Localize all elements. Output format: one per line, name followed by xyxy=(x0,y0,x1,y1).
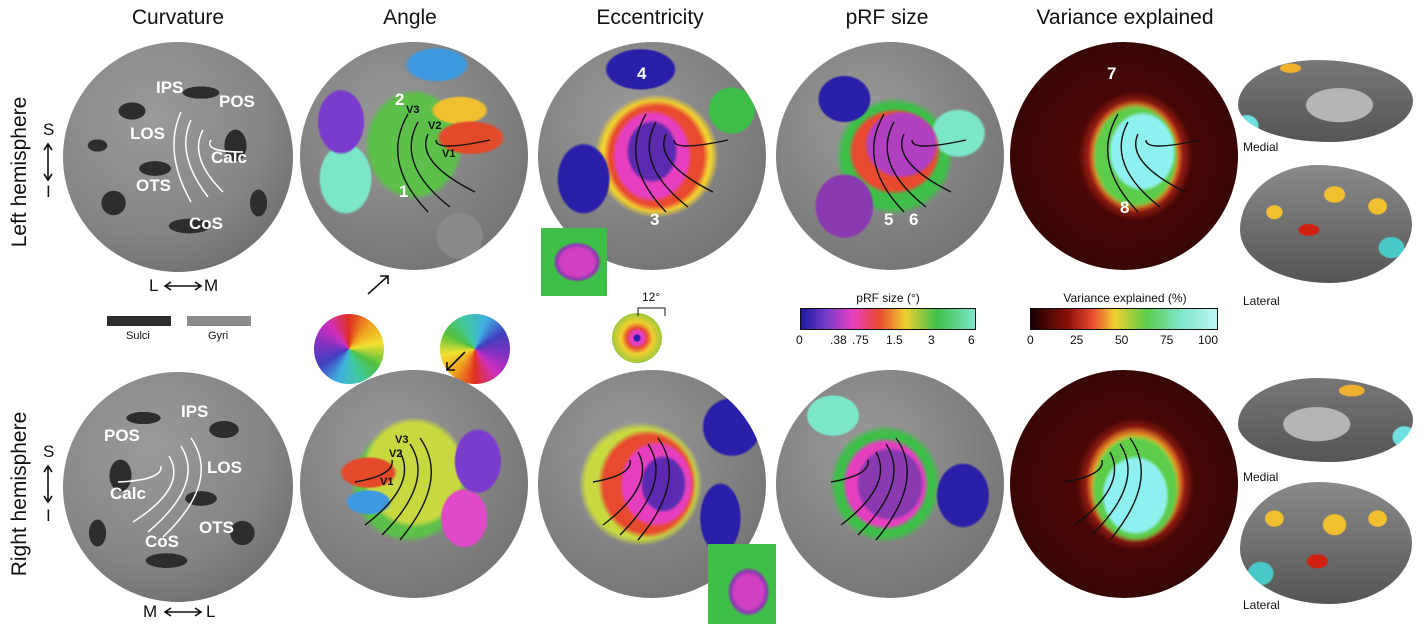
region-pos-right: POS xyxy=(104,426,140,445)
variance-sphere-right xyxy=(1010,370,1238,598)
label-medial-right: Medial xyxy=(1243,470,1279,484)
dir-s-right: S xyxy=(43,442,55,461)
number-4: 4 xyxy=(637,64,647,83)
row-label-left: Left hemisphere xyxy=(8,96,31,248)
prf-sphere-left: 5 6 xyxy=(776,42,1004,270)
ecc-legend-disc xyxy=(612,313,662,363)
ml-arrow-right-icon xyxy=(163,607,203,617)
ecc-inset-left xyxy=(541,228,607,296)
si-arrow-right-icon xyxy=(43,464,53,504)
prf-tick-4: 3 xyxy=(928,333,935,347)
label-medial-left: Medial xyxy=(1243,140,1279,154)
label-v2-left: V2 xyxy=(428,120,442,132)
var-tick-4: 100 xyxy=(1198,333,1219,347)
number-8: 8 xyxy=(1120,198,1130,217)
region-los: LOS xyxy=(130,124,165,143)
curvature-lines-left xyxy=(173,111,244,203)
label-v1-left: V1 xyxy=(442,148,456,160)
region-ots-right: OTS xyxy=(199,518,234,537)
region-cos-right: CoS xyxy=(145,532,179,551)
ecc-boundaries-left xyxy=(634,113,729,213)
variance-colorbar xyxy=(1030,308,1218,330)
curvature-lines-right xyxy=(117,437,202,538)
label-v3-right: V3 xyxy=(395,434,409,446)
arrow-to-angle-left-icon xyxy=(367,275,389,295)
title-eccentricity: Eccentricity xyxy=(596,6,704,29)
var-tick-3: 75 xyxy=(1160,333,1174,347)
legend-sulci-swatch xyxy=(107,316,171,326)
label-v1-right: V1 xyxy=(380,476,394,488)
curvature-sphere-left: IPS POS LOS Calc OTS CoS xyxy=(63,42,293,272)
prf-boundaries-right xyxy=(830,437,908,541)
ecc-boundaries-right xyxy=(592,437,670,541)
prf-tick-5: 6 xyxy=(968,333,975,347)
number-5: 5 xyxy=(884,210,894,229)
dir-i-left: I xyxy=(46,182,51,201)
arrow-to-angle-right-icon xyxy=(446,351,466,371)
region-ots: OTS xyxy=(136,176,171,195)
lm-arrow-left-icon xyxy=(163,281,203,291)
var-cbar-title: Variance explained (%) xyxy=(1063,291,1187,305)
label-lateral-right: Lateral xyxy=(1243,598,1280,612)
label-v3-left: V3 xyxy=(406,104,420,116)
prf-colorbar xyxy=(800,308,976,330)
title-curvature: Curvature xyxy=(131,6,225,29)
brain-lateral-left xyxy=(1240,165,1412,283)
ecc-legend-bracket xyxy=(637,307,666,316)
prf-sphere-right xyxy=(776,370,1004,598)
angle-boundaries-left xyxy=(396,113,491,213)
angle-colorwheel-right xyxy=(440,314,510,384)
title-prf-size: pRF size xyxy=(845,6,929,29)
dir-l-left: L xyxy=(149,276,159,295)
curvature-sphere-right: IPS POS LOS Calc CoS OTS xyxy=(63,372,293,602)
prf-tick-1: .38 xyxy=(830,333,847,347)
ecc-inset-right xyxy=(708,544,776,624)
angle-sphere-right: V3 V2 V1 xyxy=(300,370,528,598)
region-pos: POS xyxy=(219,92,255,111)
angle-sphere-left: V3 V2 V1 2 1 xyxy=(300,42,528,270)
legend-gyri-label: Gyri xyxy=(208,330,229,342)
variance-boundaries-right xyxy=(1064,437,1142,541)
region-ips: IPS xyxy=(156,78,184,97)
legend-gyri-swatch xyxy=(187,316,251,326)
variance-sphere-left: 7 8 xyxy=(1010,42,1238,270)
region-calc-right: Calc xyxy=(110,484,146,503)
var-tick-0: 0 xyxy=(1027,333,1034,347)
angle-colorwheel-left xyxy=(314,314,384,384)
prf-tick-3: 1.5 xyxy=(886,333,903,347)
dir-m-right: M xyxy=(143,602,158,621)
dir-l-right: L xyxy=(206,602,216,621)
title-angle: Angle xyxy=(383,6,437,29)
brain-medial-left xyxy=(1238,60,1413,142)
number-7: 7 xyxy=(1107,64,1117,83)
si-arrow-left-icon xyxy=(43,142,53,182)
prf-tick-0: 0 xyxy=(796,333,803,347)
dir-m-left: M xyxy=(204,276,219,295)
region-calc: Calc xyxy=(211,148,247,167)
number-1: 1 xyxy=(399,182,409,201)
dir-i-right: I xyxy=(46,506,51,525)
var-tick-1: 25 xyxy=(1070,333,1084,347)
number-6: 6 xyxy=(909,210,919,229)
var-tick-2: 50 xyxy=(1115,333,1129,347)
row-label-right: Right hemisphere xyxy=(8,411,31,577)
angle-boundaries-right xyxy=(354,437,432,541)
label-lateral-left: Lateral xyxy=(1243,294,1280,308)
prf-boundaries-left xyxy=(872,113,967,213)
dir-s-left: S xyxy=(43,120,55,139)
ecc-legend-max: 12° xyxy=(642,290,661,304)
legend-sulci-label: Sulci xyxy=(126,330,150,342)
prf-cbar-title: pRF size (°) xyxy=(856,291,920,305)
brain-medial-right xyxy=(1238,378,1413,462)
variance-boundaries-left xyxy=(1106,113,1201,213)
prf-tick-2: .75 xyxy=(852,333,869,347)
region-cos: CoS xyxy=(189,214,223,233)
region-los-right: LOS xyxy=(207,458,242,477)
region-ips-right: IPS xyxy=(181,402,209,421)
label-v2-right: V2 xyxy=(389,448,403,460)
number-2: 2 xyxy=(395,90,405,109)
number-3: 3 xyxy=(650,210,660,229)
title-variance: Variance explained xyxy=(1036,6,1214,29)
brain-lateral-right xyxy=(1240,482,1412,604)
